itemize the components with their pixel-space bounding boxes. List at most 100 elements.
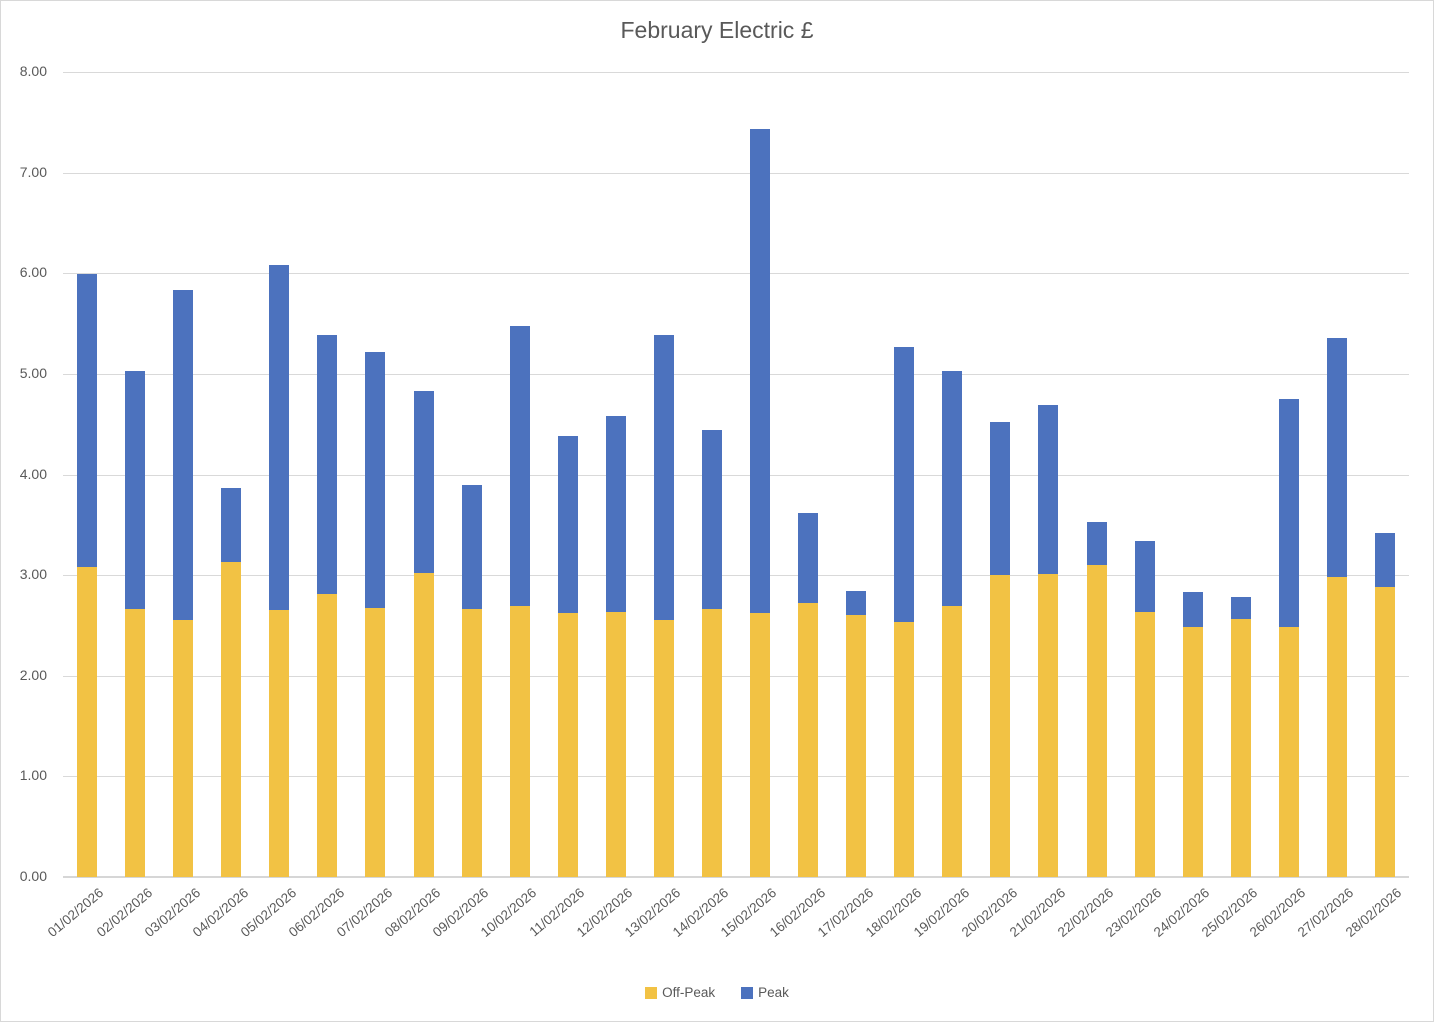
gridline	[63, 575, 1409, 577]
bar-segment-peak	[557, 436, 578, 614]
bar-segment-peak	[173, 290, 194, 621]
bar-27/02/2026	[1326, 337, 1347, 877]
bar-segment-off-peak	[509, 606, 530, 877]
plot-area	[63, 72, 1409, 878]
bar-segment-peak	[77, 274, 98, 568]
bar-segment-off-peak	[1134, 612, 1155, 877]
bar-segment-off-peak	[1230, 619, 1251, 877]
legend-swatch-icon	[741, 986, 754, 999]
bar-09/02/2026	[461, 484, 482, 877]
y-axis-tick-label: 0.00	[19, 868, 47, 884]
bar-segment-off-peak	[1182, 627, 1203, 877]
y-axis-tick-label: 8.00	[19, 63, 47, 79]
bar-18/02/2026	[894, 346, 915, 877]
bar-segment-off-peak	[1086, 565, 1107, 877]
legend-label: Off-Peak	[662, 985, 716, 1000]
x-axis-line	[63, 876, 1409, 878]
y-axis-tick-label: 2.00	[19, 666, 47, 683]
bar-14/02/2026	[701, 430, 722, 877]
legend-label: Peak	[758, 985, 789, 1000]
bar-segment-peak	[653, 334, 674, 621]
bar-segment-off-peak	[1038, 574, 1059, 877]
bar-segment-peak	[1182, 592, 1203, 628]
bar-segment-off-peak	[221, 562, 242, 877]
bar-segment-peak	[1326, 337, 1347, 578]
bar-segment-peak	[1038, 405, 1059, 575]
y-axis-tick-label: 3.00	[19, 566, 47, 583]
bar-segment-off-peak	[77, 567, 98, 877]
bar-segment-off-peak	[461, 609, 482, 877]
gridline	[63, 72, 1409, 73]
bar-21/02/2026	[1038, 405, 1059, 877]
bar-segment-peak	[605, 416, 626, 613]
y-axis-tick-label: 7.00	[19, 163, 47, 180]
gridline	[63, 776, 1409, 778]
bar-segment-peak	[846, 591, 867, 616]
gridline	[63, 172, 1409, 174]
bar-16/02/2026	[798, 512, 819, 877]
chart-title: February Electric £	[620, 17, 814, 43]
bar-segment-peak	[942, 370, 963, 607]
bar-segment-peak	[317, 334, 338, 595]
legend: Off-Peak Peak	[1, 985, 1433, 1000]
y-axis-tick-label: 6.00	[19, 264, 47, 281]
legend-swatch-icon	[645, 986, 658, 999]
bar-segment-off-peak	[1374, 587, 1395, 877]
bar-segment-off-peak	[653, 620, 674, 877]
bar-segment-off-peak	[1326, 577, 1347, 877]
bar-07/02/2026	[365, 351, 386, 877]
bar-segment-peak	[1134, 540, 1155, 613]
bar-19/02/2026	[942, 370, 963, 877]
bar-segment-off-peak	[990, 575, 1011, 877]
bar-segment-peak	[1374, 532, 1395, 588]
bar-segment-off-peak	[413, 573, 434, 877]
bar-segment-peak	[125, 370, 146, 610]
bar-segment-peak	[798, 512, 819, 604]
bar-segment-peak	[413, 391, 434, 574]
bar-segment-off-peak	[750, 613, 771, 877]
y-axis-tick-label: 4.00	[19, 465, 47, 482]
bar-segment-off-peak	[269, 610, 290, 877]
gridline	[63, 373, 1409, 375]
bar-10/02/2026	[509, 325, 530, 877]
bar-12/02/2026	[605, 416, 626, 877]
bar-17/02/2026	[846, 591, 867, 877]
bar-25/02/2026	[1230, 597, 1251, 877]
bar-segment-peak	[750, 129, 771, 614]
gridline	[63, 273, 1409, 275]
bar-01/02/2026	[77, 274, 98, 877]
bar-26/02/2026	[1278, 399, 1299, 877]
gridline	[63, 474, 1409, 476]
y-axis-tick-label: 1.00	[19, 767, 47, 784]
bar-segment-peak	[701, 430, 722, 610]
bar-segment-peak	[1278, 399, 1299, 628]
bar-segment-off-peak	[894, 622, 915, 877]
bar-segment-off-peak	[846, 615, 867, 877]
bar-23/02/2026	[1134, 540, 1155, 877]
bar-segment-off-peak	[173, 620, 194, 877]
bar-segment-off-peak	[1278, 627, 1299, 877]
bar-05/02/2026	[269, 265, 290, 877]
bar-24/02/2026	[1182, 592, 1203, 877]
bar-22/02/2026	[1086, 521, 1107, 877]
bar-segment-peak	[1230, 597, 1251, 620]
bar-segment-peak	[269, 265, 290, 611]
bar-segment-peak	[990, 422, 1011, 576]
legend-entry-off-peak: Off-Peak	[645, 985, 715, 1000]
bar-11/02/2026	[557, 436, 578, 877]
bar-06/02/2026	[317, 334, 338, 877]
gridline	[63, 675, 1409, 677]
y-axis-tick-label: 5.00	[19, 364, 47, 381]
bar-28/02/2026	[1374, 532, 1395, 877]
bar-segment-off-peak	[557, 613, 578, 877]
bar-segment-off-peak	[798, 603, 819, 877]
bar-segment-peak	[461, 484, 482, 610]
bar-segment-peak	[1086, 521, 1107, 566]
bar-segment-peak	[894, 346, 915, 623]
bar-02/02/2026	[125, 370, 146, 877]
bar-03/02/2026	[173, 290, 194, 877]
bar-04/02/2026	[221, 487, 242, 877]
bar-segment-off-peak	[125, 609, 146, 877]
bar-08/02/2026	[413, 391, 434, 877]
